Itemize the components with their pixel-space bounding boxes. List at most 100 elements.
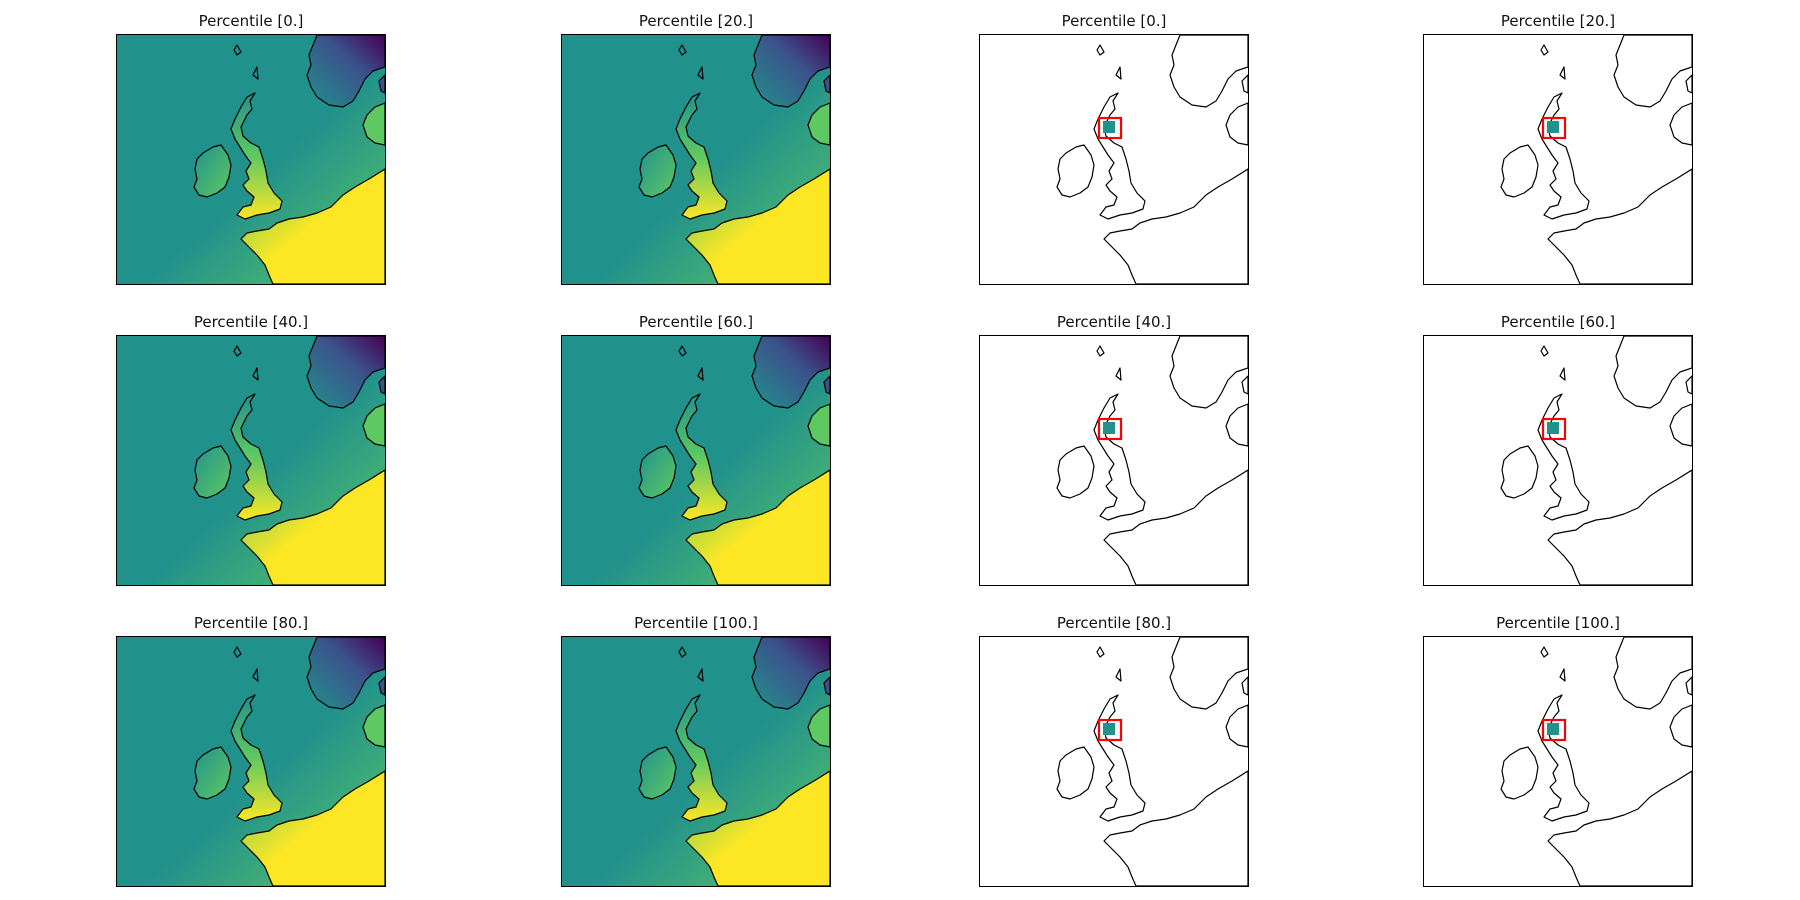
britain-coastline bbox=[1093, 92, 1146, 220]
norway-coastline bbox=[306, 637, 385, 710]
denmark-coastline bbox=[362, 102, 385, 146]
map-svg bbox=[980, 336, 1248, 585]
map-svg bbox=[117, 637, 385, 886]
highlight-box bbox=[1097, 718, 1123, 742]
france-coastline bbox=[1547, 469, 1692, 585]
orkney-coastline bbox=[697, 367, 704, 381]
shetland-coastline bbox=[233, 646, 242, 658]
ireland-coastline bbox=[638, 445, 677, 499]
sweden-coastline bbox=[1685, 676, 1692, 696]
denmark-coastline bbox=[1669, 102, 1692, 146]
ireland-coastline bbox=[1500, 445, 1539, 499]
ireland-coastline bbox=[638, 746, 677, 800]
panel-title: Percentile [60.] bbox=[638, 313, 754, 331]
map-svg bbox=[1424, 637, 1692, 886]
panel-title: Percentile [20.] bbox=[638, 12, 754, 30]
map-svg bbox=[1424, 35, 1692, 284]
orkney-coastline bbox=[697, 66, 704, 80]
sweden-coastline bbox=[823, 74, 830, 94]
orkney-coastline bbox=[1115, 66, 1122, 80]
denmark-coastline bbox=[1225, 102, 1248, 146]
norway-coastline bbox=[306, 35, 385, 108]
orkney-coastline bbox=[1559, 367, 1566, 381]
shetland-coastline bbox=[678, 345, 687, 357]
ireland-coastline bbox=[193, 445, 232, 499]
map-panel: Percentile [0.] bbox=[116, 10, 386, 285]
map-svg bbox=[562, 637, 830, 886]
map-axes bbox=[979, 335, 1249, 586]
map-panel: Percentile [100.] bbox=[561, 612, 831, 887]
denmark-coastline bbox=[807, 704, 830, 748]
panel-title: Percentile [0.] bbox=[1061, 12, 1167, 30]
shetland-coastline bbox=[1096, 345, 1105, 357]
norway-coastline bbox=[751, 637, 830, 710]
map-axes bbox=[561, 335, 831, 586]
ireland-coastline bbox=[638, 144, 677, 198]
norway-coastline bbox=[751, 35, 830, 108]
panel-title: Percentile [100.] bbox=[634, 614, 758, 632]
map-axes bbox=[561, 636, 831, 887]
highlight-fill bbox=[1547, 121, 1559, 133]
map-panel: Percentile [0.] bbox=[979, 10, 1249, 285]
sweden-coastline bbox=[1241, 676, 1248, 696]
panel-title: Percentile [40.] bbox=[1056, 313, 1172, 331]
panel-title: Percentile [80.] bbox=[193, 614, 309, 632]
norway-coastline bbox=[1169, 336, 1248, 409]
france-coastline bbox=[685, 469, 830, 585]
map-svg bbox=[980, 35, 1248, 284]
highlight-fill bbox=[1103, 723, 1115, 735]
panel-title: Percentile [80.] bbox=[1056, 614, 1172, 632]
map-background bbox=[1424, 637, 1692, 886]
shetland-coastline bbox=[233, 345, 242, 357]
shetland-coastline bbox=[1540, 345, 1549, 357]
orkney-coastline bbox=[1115, 668, 1122, 682]
map-axes bbox=[116, 335, 386, 586]
france-coastline bbox=[685, 770, 830, 886]
britain-coastline bbox=[1537, 694, 1590, 822]
ireland-coastline bbox=[1500, 746, 1539, 800]
highlight-fill bbox=[1103, 121, 1115, 133]
shetland-coastline bbox=[233, 44, 242, 56]
denmark-coastline bbox=[1669, 704, 1692, 748]
sweden-coastline bbox=[823, 676, 830, 696]
britain-coastline bbox=[675, 694, 728, 822]
map-svg bbox=[980, 637, 1248, 886]
orkney-coastline bbox=[1559, 66, 1566, 80]
shetland-coastline bbox=[1096, 646, 1105, 658]
map-svg bbox=[562, 336, 830, 585]
highlight-box bbox=[1541, 417, 1567, 441]
shetland-coastline bbox=[1540, 44, 1549, 56]
shetland-coastline bbox=[678, 44, 687, 56]
orkney-coastline bbox=[1559, 668, 1566, 682]
norway-coastline bbox=[1613, 637, 1692, 710]
britain-coastline bbox=[1537, 393, 1590, 521]
france-coastline bbox=[685, 168, 830, 284]
highlight-fill bbox=[1547, 723, 1559, 735]
france-coastline bbox=[1103, 469, 1248, 585]
france-coastline bbox=[240, 770, 385, 886]
map-axes bbox=[116, 34, 386, 285]
orkney-coastline bbox=[1115, 367, 1122, 381]
sweden-coastline bbox=[1685, 375, 1692, 395]
map-background bbox=[980, 35, 1248, 284]
map-panel: Percentile [60.] bbox=[561, 311, 831, 586]
panel-title: Percentile [60.] bbox=[1500, 313, 1616, 331]
ireland-coastline bbox=[193, 144, 232, 198]
map-svg bbox=[1424, 336, 1692, 585]
britain-coastline bbox=[1537, 92, 1590, 220]
ireland-coastline bbox=[1500, 144, 1539, 198]
shetland-coastline bbox=[1540, 646, 1549, 658]
map-axes bbox=[979, 636, 1249, 887]
norway-coastline bbox=[1613, 336, 1692, 409]
map-panel: Percentile [20.] bbox=[1423, 10, 1693, 285]
britain-coastline bbox=[675, 92, 728, 220]
map-axes bbox=[561, 34, 831, 285]
britain-coastline bbox=[1093, 694, 1146, 822]
map-svg bbox=[117, 336, 385, 585]
map-panel: Percentile [80.] bbox=[979, 612, 1249, 887]
map-background bbox=[1424, 336, 1692, 585]
map-panel: Percentile [40.] bbox=[979, 311, 1249, 586]
highlight-box bbox=[1097, 116, 1123, 140]
france-coastline bbox=[1547, 168, 1692, 284]
norway-coastline bbox=[1613, 35, 1692, 108]
